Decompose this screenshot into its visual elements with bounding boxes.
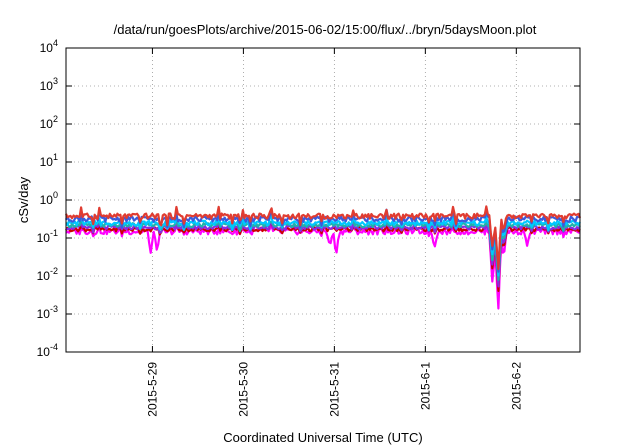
x-axis-label: Coordinated Universal Time (UTC) <box>223 430 422 445</box>
y-tick-label: 10-3 <box>37 304 58 321</box>
series-group <box>65 205 582 310</box>
y-axis: 10-4 10-3 10-2 10-1 100 101 102 103 104 <box>37 38 580 359</box>
x-tick-label: 2015-5-30 <box>236 362 250 417</box>
y-tick-label: 101 <box>40 152 58 169</box>
y-tick-label: 100 <box>40 190 58 207</box>
y-tick-label: 102 <box>40 114 58 131</box>
y-axis-label: cSv/day <box>16 176 31 223</box>
x-tick-label: 2015-5-29 <box>145 362 159 417</box>
x-tick-label: 2015-5-31 <box>327 362 341 417</box>
x-tick-label: 2015-6-1 <box>418 362 432 410</box>
x-tick-label: 2015-6-2 <box>509 362 523 410</box>
chart-title: /data/run/goesPlots/archive/2015-06-02/1… <box>114 22 537 37</box>
grid <box>66 48 580 352</box>
y-tick-label: 10-4 <box>37 342 58 359</box>
y-tick-label: 104 <box>40 38 58 55</box>
series-line <box>65 205 582 270</box>
y-tick-label: 10-2 <box>37 266 58 283</box>
y-tick-label: 10-1 <box>37 228 58 245</box>
x-axis: 2015-5-29 2015-5-30 2015-5-31 2015-6-1 2015-… <box>145 48 523 417</box>
y-tick-label: 103 <box>40 76 58 93</box>
